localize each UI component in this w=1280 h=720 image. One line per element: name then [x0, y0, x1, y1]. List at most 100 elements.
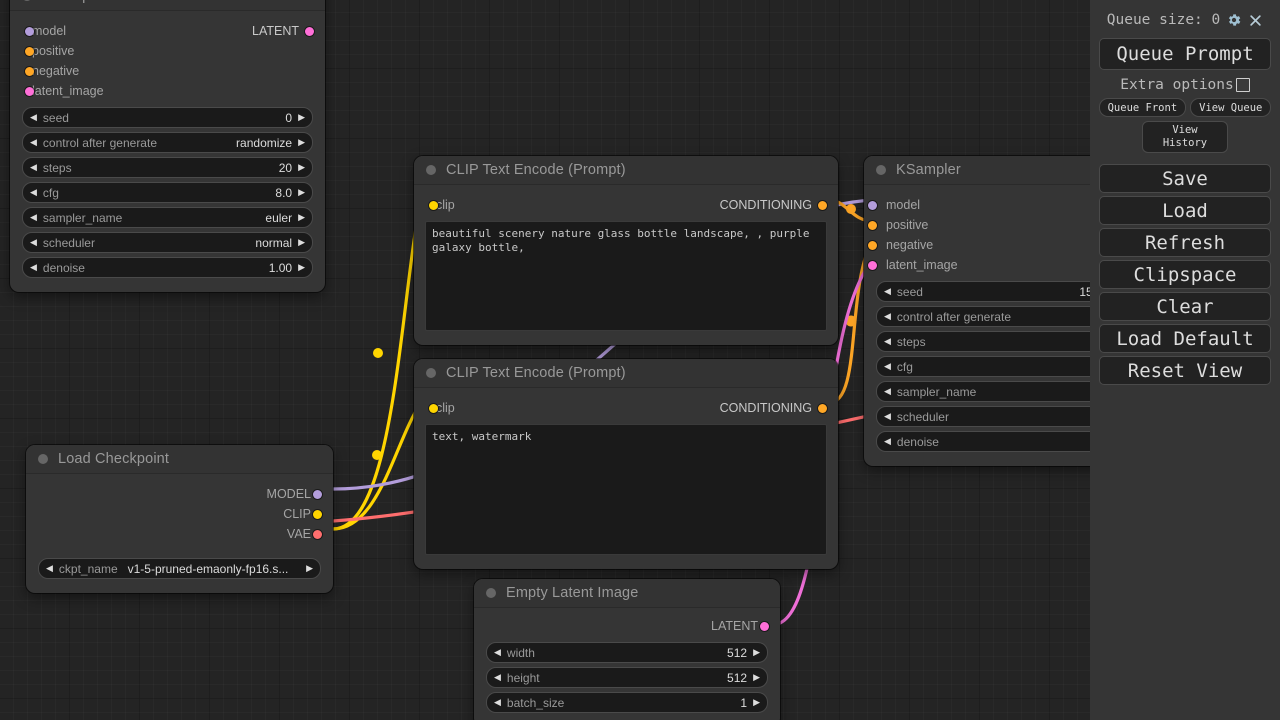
slot-dot-vae-out[interactable]: [313, 529, 322, 539]
clipspace-button[interactable]: Clipspace: [1099, 260, 1271, 289]
slot-dot-negative[interactable]: [25, 66, 34, 76]
widget-ckpt-name[interactable]: ◀ ckpt_name v1-5-pruned-emaonly-fp16.s..…: [38, 558, 321, 579]
increment-arrow-icon[interactable]: ▶: [298, 212, 305, 222]
slot-dot-positive[interactable]: [25, 46, 34, 56]
decrement-arrow-icon[interactable]: ◀: [494, 697, 501, 707]
widget-seed[interactable]: ◀ seed 1566802087 ▶: [876, 281, 1090, 302]
node-title-bar[interactable]: Load Checkpoint: [26, 445, 333, 474]
reset-view-button[interactable]: Reset View: [1099, 356, 1271, 385]
decrement-arrow-icon[interactable]: ◀: [30, 187, 37, 197]
save-button[interactable]: Save: [1099, 164, 1271, 193]
widget-steps[interactable]: ◀ steps ▶: [876, 331, 1090, 352]
widget-control-after-generate[interactable]: ◀ control after generate ran ▶: [876, 306, 1090, 327]
slot-dot-model-out[interactable]: [313, 489, 322, 499]
node-title-bar[interactable]: KSampler: [10, 0, 325, 11]
slot-dot-model[interactable]: [868, 200, 877, 210]
input-slot-negative[interactable]: negative: [864, 235, 1090, 255]
slot-dot-clip[interactable]: [429, 403, 438, 413]
collapse-dot-icon[interactable]: [426, 368, 436, 378]
clear-button[interactable]: Clear: [1099, 292, 1271, 321]
widget-seed[interactable]: ◀ seed 0 ▶: [22, 107, 313, 128]
refresh-button[interactable]: Refresh: [1099, 228, 1271, 257]
slot-dot-model[interactable]: [25, 26, 34, 36]
output-slot-clip[interactable]: CLIP: [26, 504, 333, 524]
slot-dot-clip[interactable]: [429, 200, 438, 210]
prompt-textarea[interactable]: beautiful scenery nature glass bottle la…: [425, 221, 827, 331]
slot-dot-latent-image[interactable]: [868, 260, 877, 270]
decrement-arrow-icon[interactable]: ◀: [30, 137, 37, 147]
widget-scheduler[interactable]: ◀ scheduler normal ▶: [22, 232, 313, 253]
slot-dot-latent-out[interactable]: [760, 621, 769, 631]
decrement-arrow-icon[interactable]: ◀: [46, 563, 53, 573]
slot-row-clip-conditioning[interactable]: clip CONDITIONING: [414, 195, 838, 215]
decrement-arrow-icon[interactable]: ◀: [494, 647, 501, 657]
output-slot-vae[interactable]: VAE: [26, 524, 333, 544]
widget-sampler-name[interactable]: ◀ sampler_name ▶: [876, 381, 1090, 402]
input-slot-positive[interactable]: positive: [864, 215, 1090, 235]
decrement-arrow-icon[interactable]: ◀: [30, 112, 37, 122]
input-slot-positive[interactable]: positive: [10, 41, 325, 61]
input-slot-latent-image[interactable]: latent_image: [864, 255, 1090, 275]
collapse-dot-icon[interactable]: [876, 165, 886, 175]
extra-options-checkbox[interactable]: [1235, 78, 1250, 92]
node-ksampler-right[interactable]: KSampler model positive negative latent: [864, 156, 1090, 466]
decrement-arrow-icon[interactable]: ◀: [884, 311, 891, 321]
widget-sampler-name[interactable]: ◀ sampler_name euler ▶: [22, 207, 313, 228]
output-slot-latent[interactable]: LATENT: [474, 616, 780, 636]
slot-dot-negative[interactable]: [868, 240, 877, 250]
increment-arrow-icon[interactable]: ▶: [298, 262, 305, 272]
increment-arrow-icon[interactable]: ▶: [298, 162, 305, 172]
node-title-bar[interactable]: CLIP Text Encode (Prompt): [414, 156, 838, 185]
increment-arrow-icon[interactable]: ▶: [298, 187, 305, 197]
slot-row-clip-conditioning[interactable]: clip CONDITIONING: [414, 398, 838, 418]
increment-arrow-icon[interactable]: ▶: [753, 672, 760, 682]
decrement-arrow-icon[interactable]: ◀: [494, 672, 501, 682]
decrement-arrow-icon[interactable]: ◀: [30, 212, 37, 222]
gear-icon[interactable]: [1226, 12, 1242, 28]
node-clip-text-encode-positive[interactable]: CLIP Text Encode (Prompt) clip CONDITION…: [414, 156, 838, 345]
input-slot-model[interactable]: model LATENT: [10, 21, 325, 41]
view-queue-button[interactable]: View Queue: [1190, 98, 1272, 117]
widget-cfg[interactable]: ◀ cfg ▶: [876, 356, 1090, 377]
widget-scheduler[interactable]: ◀ scheduler ▶: [876, 406, 1090, 427]
queue-front-button[interactable]: Queue Front: [1098, 98, 1187, 117]
node-title-bar[interactable]: KSampler: [864, 156, 1090, 185]
increment-arrow-icon[interactable]: ▶: [306, 563, 313, 573]
widget-denoise[interactable]: ◀ denoise ▶: [876, 431, 1090, 452]
collapse-dot-icon[interactable]: [38, 454, 48, 464]
decrement-arrow-icon[interactable]: ◀: [30, 262, 37, 272]
decrement-arrow-icon[interactable]: ◀: [884, 286, 891, 296]
decrement-arrow-icon[interactable]: ◀: [884, 361, 891, 371]
slot-dot-latent-out[interactable]: [305, 26, 314, 36]
input-slot-latent-image[interactable]: latent_image: [10, 81, 325, 101]
load-button[interactable]: Load: [1099, 196, 1271, 225]
node-ksampler-left[interactable]: KSampler model LATENT positive negative: [10, 0, 325, 292]
graph-canvas[interactable]: KSampler model LATENT positive negative: [0, 0, 1090, 720]
view-history-button[interactable]: View History: [1142, 121, 1228, 153]
slot-dot-positive[interactable]: [868, 220, 877, 230]
decrement-arrow-icon[interactable]: ◀: [884, 386, 891, 396]
node-clip-text-encode-negative[interactable]: CLIP Text Encode (Prompt) clip CONDITION…: [414, 359, 838, 569]
input-slot-negative[interactable]: negative: [10, 61, 325, 81]
close-icon[interactable]: [1248, 13, 1263, 28]
decrement-arrow-icon[interactable]: ◀: [30, 162, 37, 172]
slot-dot-latent-image[interactable]: [25, 86, 34, 96]
output-slot-model[interactable]: MODEL: [26, 484, 333, 504]
slot-dot-conditioning-out[interactable]: [818, 200, 827, 210]
widget-height[interactable]: ◀ height 512 ▶: [486, 667, 768, 688]
widget-batch-size[interactable]: ◀ batch_size 1 ▶: [486, 692, 768, 713]
collapse-dot-icon[interactable]: [426, 165, 436, 175]
node-title-bar[interactable]: Empty Latent Image: [474, 579, 780, 608]
decrement-arrow-icon[interactable]: ◀: [30, 237, 37, 247]
slot-dot-conditioning-out[interactable]: [818, 403, 827, 413]
increment-arrow-icon[interactable]: ▶: [298, 112, 305, 122]
decrement-arrow-icon[interactable]: ◀: [884, 436, 891, 446]
widget-width[interactable]: ◀ width 512 ▶: [486, 642, 768, 663]
node-title-bar[interactable]: CLIP Text Encode (Prompt): [414, 359, 838, 388]
increment-arrow-icon[interactable]: ▶: [298, 237, 305, 247]
increment-arrow-icon[interactable]: ▶: [753, 697, 760, 707]
decrement-arrow-icon[interactable]: ◀: [884, 336, 891, 346]
increment-arrow-icon[interactable]: ▶: [298, 137, 305, 147]
widget-cfg[interactable]: ◀ cfg 8.0 ▶: [22, 182, 313, 203]
widget-denoise[interactable]: ◀ denoise 1.00 ▶: [22, 257, 313, 278]
